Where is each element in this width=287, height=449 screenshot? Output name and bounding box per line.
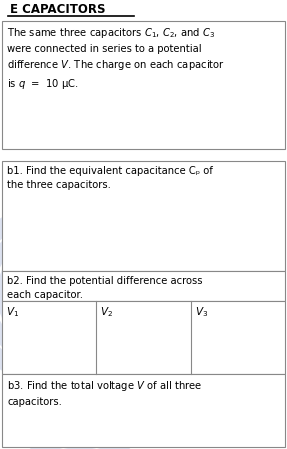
Text: E CAPACITORS: E CAPACITORS (10, 3, 106, 16)
Bar (2, 161, 285, 271)
Text: $V_3$: $V_3$ (195, 305, 208, 319)
Bar (2, 301, 285, 374)
Text: $V_1$: $V_1$ (6, 305, 19, 319)
Text: b3. Find the total voltage $V$ of all three
capacitors.: b3. Find the total voltage $V$ of all th… (7, 379, 202, 407)
Text: $V_2$: $V_2$ (100, 305, 113, 319)
Text: b2. Find the potential difference across
each capacitor.: b2. Find the potential difference across… (7, 276, 203, 299)
Bar (2, 21, 285, 149)
Text: The same three capacitors $C_1$, $C_2$, and $C_3$
were connected in series to a : The same three capacitors $C_1$, $C_2$, … (7, 26, 225, 91)
Text: b1. Find the equivalent capacitance Cₚ of
the three capacitors.: b1. Find the equivalent capacitance Cₚ o… (7, 166, 213, 189)
Bar (2, 374, 285, 447)
Bar (2, 271, 285, 301)
